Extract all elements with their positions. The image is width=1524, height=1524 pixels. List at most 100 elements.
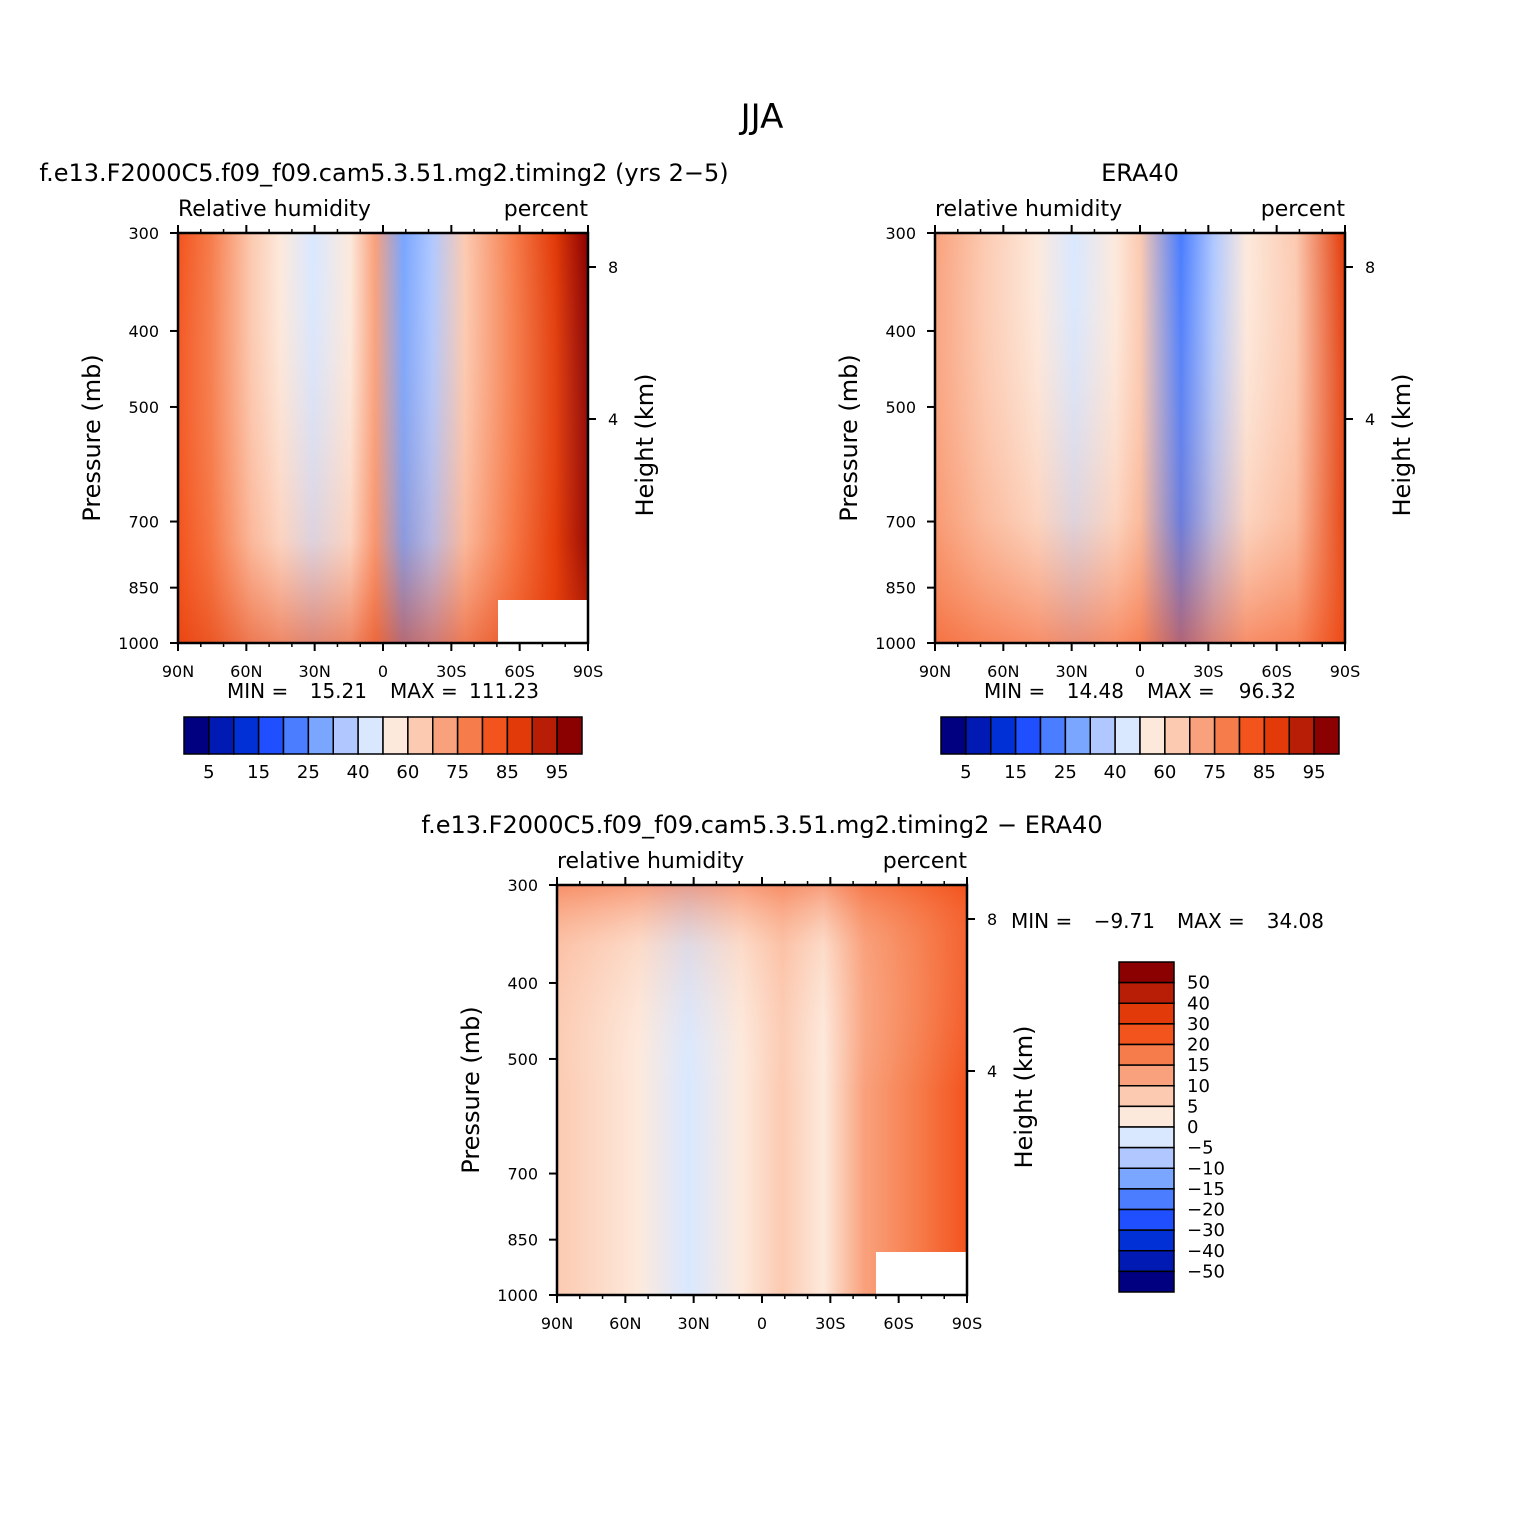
x-tick-label: 0 [1135,662,1145,681]
colorbar-swatch [990,716,1017,755]
colorbar-label: 75 [1203,762,1226,783]
max-label: MAX = [1177,909,1245,933]
colorbar-swatch [1118,1002,1175,1025]
y-tick-label: 700 [507,1165,538,1184]
y2-axis-label: Height (km) [631,374,659,517]
colorbar-swatch [531,716,558,755]
y-tick-label: 1000 [118,634,159,653]
colorbar-swatch [506,716,533,755]
colorbar-label: 10 [1187,1076,1210,1097]
colorbar: 5 15 25 40 60 75 85 95 [940,716,1340,783]
field-shading-overlay [557,885,967,1295]
field-shading-overlay [178,233,588,643]
colorbar-label: −15 [1187,1179,1225,1200]
max-value: 96.32 [1239,679,1296,703]
y2-tick-label: 8 [608,258,618,277]
y-tick-label: 400 [885,322,916,341]
colorbar: 5 15 25 40 60 75 85 95 [183,716,583,783]
y-tick-label: 850 [128,579,159,598]
y-tick-label: 300 [128,224,159,243]
missing-data-region [876,1252,967,1295]
colorbar-label: −50 [1187,1261,1225,1282]
colorbar-swatch [940,716,967,755]
colorbar-swatch [1118,1085,1175,1108]
colorbar-label: 85 [496,762,519,783]
max-label: MAX = [390,679,458,703]
units-label: percent [883,849,968,874]
missing-data-region [498,600,588,643]
x-tick-label: 30N [678,1314,710,1333]
max-value: 34.08 [1267,909,1324,933]
max-value: 111.23 [469,679,539,703]
colorbar-swatch [183,716,210,755]
x-tick-label: 30S [1193,662,1224,681]
colorbar-swatch [407,716,434,755]
y2-axis-label: Height (km) [1388,374,1416,517]
chart-title: ERA40 [1101,159,1179,187]
colorbar-swatch [556,716,583,755]
y2-tick-label: 8 [1365,258,1375,277]
y-tick-label: 400 [128,322,159,341]
colorbar-swatch [1118,1064,1175,1087]
x-tick-label: 60N [230,662,262,681]
colorbar-label: −5 [1187,1138,1214,1159]
colorbar-label: −10 [1187,1158,1225,1179]
units-label: percent [1261,197,1346,222]
x-tick-label: 60N [609,1314,641,1333]
y-tick-label: 850 [507,1231,538,1250]
y2-tick-label: 8 [987,910,997,929]
colorbar-label: 75 [446,762,469,783]
variable-label: relative humidity [557,849,744,874]
colorbar-swatch [1263,716,1290,755]
colorbar-label: 5 [960,762,971,783]
colorbar-label: 95 [546,762,569,783]
min-value: 14.48 [1067,679,1124,703]
y-tick-label: 700 [128,513,159,532]
y-tick-label: 850 [885,579,916,598]
colorbar-label: 40 [347,762,370,783]
chart-panel-3: f.e13.F2000C5.f09_f09.cam5.3.51.mg2.timi… [421,811,1324,1333]
colorbar-swatch [208,716,235,755]
y-axis-label: Pressure (mb) [835,354,863,521]
x-tick-label: 30N [1056,662,1088,681]
x-tick-label: 60S [1261,662,1292,681]
colorbar-label: −30 [1187,1220,1225,1241]
colorbar-swatch [1118,1105,1175,1128]
colorbar-swatch [1039,716,1067,755]
colorbar-swatch [1118,1229,1175,1252]
x-tick-label: 90S [952,1314,983,1333]
colorbar-swatch [1014,716,1042,755]
colorbar-swatch [1118,981,1175,1004]
colorbar-label: 60 [396,762,419,783]
x-tick-label: 30S [436,662,467,681]
colorbar-label: 15 [1187,1055,1210,1076]
x-tick-label: 90N [541,1314,573,1333]
colorbar-swatch [456,716,484,755]
colorbar-swatch [1089,716,1116,755]
y2-tick-label: 4 [987,1062,997,1081]
colorbar-label: 95 [1303,762,1326,783]
colorbar-swatch [332,716,359,755]
colorbar-swatch [1118,1043,1175,1066]
min-value: 15.21 [310,679,367,703]
x-tick-label: 90S [1330,662,1361,681]
y-axis-label: Pressure (mb) [457,1006,485,1173]
colorbar-swatch [1313,716,1340,755]
y-tick-label: 700 [885,513,916,532]
variable-label: Relative humidity [178,197,371,222]
colorbar-swatch [1118,1146,1175,1169]
colorbar-label: −40 [1187,1241,1225,1262]
x-tick-label: 90S [573,662,604,681]
y-axis-label: Pressure (mb) [78,354,106,521]
colorbar-swatch [1118,1023,1175,1046]
y-tick-label: 300 [507,876,538,895]
y-tick-label: 500 [128,398,159,417]
colorbar-label: 15 [247,762,270,783]
colorbar-swatch [282,716,310,755]
colorbar-swatch [233,716,260,755]
units-label: percent [504,197,589,222]
x-tick-label: 60N [987,662,1019,681]
chart-title: f.e13.F2000C5.f09_f09.cam5.3.51.mg2.timi… [421,811,1102,839]
colorbar-label: 5 [203,762,214,783]
min-value: −9.71 [1094,909,1155,933]
